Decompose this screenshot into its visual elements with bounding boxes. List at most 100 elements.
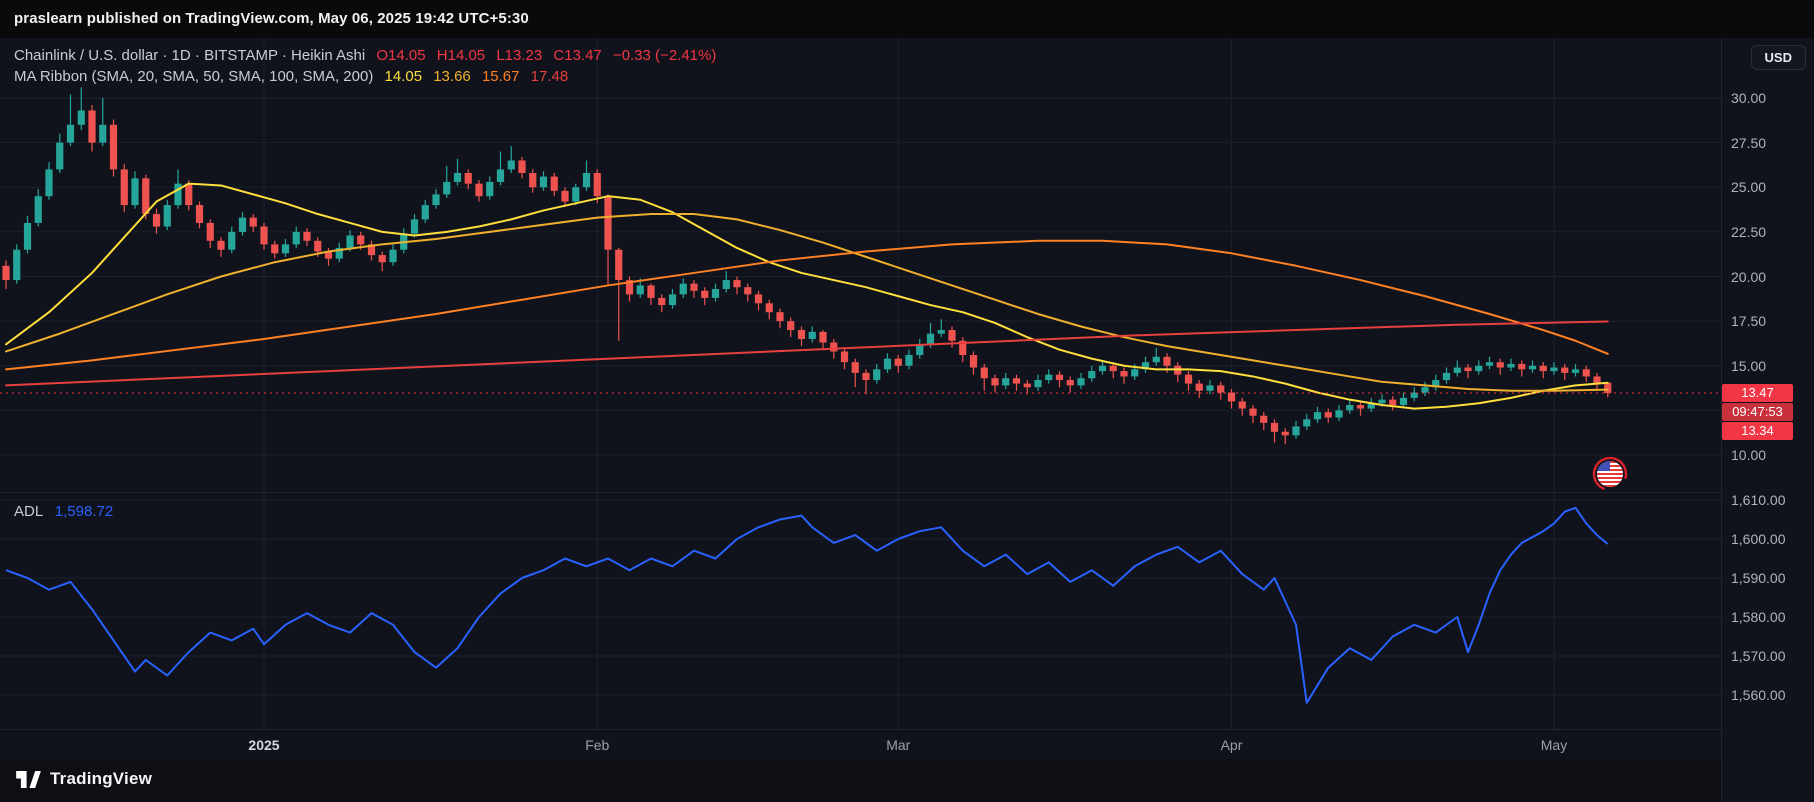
ma-ribbon-legend-row[interactable]: MA Ribbon (SMA, 20, SMA, 50, SMA, 100, S… (14, 66, 716, 87)
symbol-legend-row[interactable]: Chainlink / U.S. dollar · 1D · BITSTAMP … (14, 45, 716, 66)
price-chart-pane[interactable] (0, 38, 1721, 492)
candle-body (292, 231, 300, 245)
price-axis-tick: 30.00 (1731, 90, 1767, 106)
candle-body (1378, 399, 1386, 404)
candle-body (486, 181, 494, 197)
candle-body (13, 249, 21, 281)
candle-body (851, 362, 859, 373)
candle-body (475, 183, 483, 197)
time-axis-label: May (1540, 737, 1568, 753)
price-axis-tick: 15.00 (1731, 357, 1767, 374)
footer-bar: TradingView (0, 759, 1814, 802)
candle-body (529, 172, 537, 188)
candle-body (1464, 367, 1472, 372)
price-axis-tick: 10.00 (1731, 447, 1767, 463)
candle-body (2, 265, 10, 281)
candle-body (1260, 415, 1268, 423)
candle-body (1303, 419, 1311, 427)
candle-body (152, 214, 161, 227)
candle-body (572, 187, 580, 202)
candle-body (335, 247, 343, 259)
candle-body (701, 290, 709, 298)
candle-body (1195, 383, 1203, 391)
adl-legend-row[interactable]: ADL 1,598.72 (14, 503, 113, 520)
candle-body (56, 142, 64, 170)
candle-body (980, 367, 988, 379)
candle-body (1528, 365, 1537, 370)
candle-body (1206, 385, 1214, 391)
candle-body (303, 231, 311, 241)
candle-body (604, 196, 612, 250)
candle-body (744, 287, 752, 295)
ohlc-close: C13.47 (553, 47, 602, 64)
symbol-title[interactable]: Chainlink / U.S. dollar · 1D · BITSTAMP … (14, 47, 366, 64)
candle-body (34, 196, 42, 223)
adl-axis-tick: 1,580.00 (1731, 609, 1786, 625)
candle-body (378, 255, 386, 263)
candle-body (260, 226, 268, 245)
price-axis-tick: 17.50 (1731, 313, 1767, 330)
adl-axis-tick: 1,570.00 (1731, 648, 1786, 664)
currency-toggle-button[interactable]: USD (1750, 45, 1806, 70)
candle-body (959, 340, 967, 356)
candle-body (238, 217, 247, 232)
candle-body (658, 297, 666, 306)
time-scale[interactable]: 2025 Feb Mar Apr May (0, 729, 1721, 760)
candle-body (776, 312, 784, 322)
candle-body (830, 342, 838, 352)
price-axis-tick: 27.50 (1731, 134, 1767, 151)
candle-body (217, 240, 225, 250)
candle-body (1012, 378, 1021, 384)
sma-50-line (5, 213, 1609, 392)
candle-body (1217, 385, 1225, 393)
candle-body (1227, 392, 1236, 402)
candle-body (862, 372, 870, 381)
candle-body (916, 344, 924, 356)
candle-body (1098, 365, 1107, 372)
candle-body (453, 172, 462, 182)
adl-label[interactable]: ADL (14, 503, 43, 520)
candle-body (410, 219, 419, 234)
candle-body (1421, 387, 1429, 393)
candle-body (765, 303, 773, 313)
candle-body (787, 321, 795, 331)
candle-body (668, 294, 677, 306)
published-byline-bar: praslearn published on TradingView.com, … (0, 0, 1814, 38)
time-axis-label: Apr (1220, 737, 1243, 753)
candle-body (185, 183, 193, 206)
candle-body (1120, 371, 1128, 377)
adl-value: 1,598.72 (54, 503, 114, 520)
candle-body (314, 240, 322, 252)
candle-body (1270, 422, 1279, 432)
candle-body (1055, 374, 1064, 381)
candle-body (1475, 365, 1483, 372)
adl-axis-tick: 1,560.00 (1731, 687, 1786, 703)
adl-axis-tick: 1,600.00 (1731, 531, 1786, 547)
candle-body (131, 178, 139, 206)
adl-indicator-pane[interactable] (0, 492, 1721, 729)
candle-body (163, 205, 171, 227)
candle-body (690, 283, 698, 291)
candle-body (819, 331, 827, 343)
pane-separator[interactable] (0, 492, 1814, 493)
candle-body (88, 110, 96, 143)
sma-200-line (5, 320, 1609, 387)
price-scale[interactable]: USD 13.47 09:47:53 13.34 30.00 27.50 25.00… (1721, 38, 1814, 802)
candle-body (625, 280, 634, 295)
candle-body (174, 183, 182, 206)
candle-body (1571, 369, 1580, 373)
candle-body (615, 249, 623, 281)
candle-body (271, 244, 279, 254)
tradingview-logo[interactable]: TradingView (16, 769, 152, 789)
candle-body (109, 124, 118, 170)
current-price-badge: 13.47 (1722, 384, 1793, 402)
ma-ribbon-label[interactable]: MA Ribbon (SMA, 20, SMA, 50, SMA, 100, S… (14, 68, 374, 85)
candle-body (593, 172, 601, 197)
candle-body (66, 124, 75, 143)
secondary-price-badge: 13.34 (1722, 422, 1793, 440)
candle-body (894, 358, 902, 366)
candle-body (1163, 356, 1171, 366)
us-flag-watermark-icon (1592, 456, 1628, 492)
candle-body (346, 235, 354, 248)
